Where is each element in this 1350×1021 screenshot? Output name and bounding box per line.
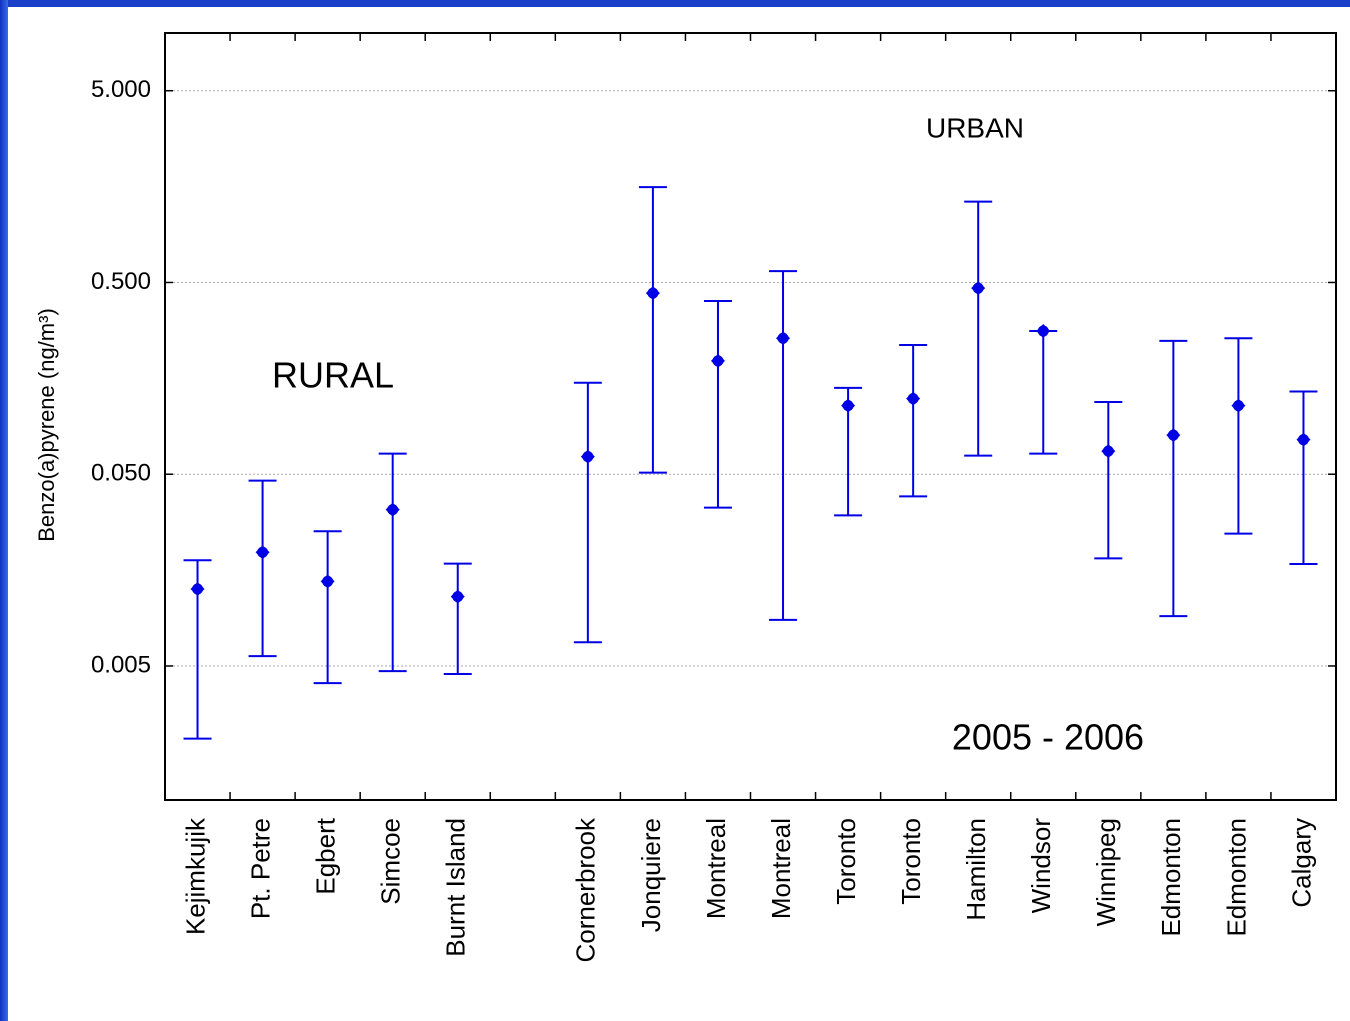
x-tick-label: Edmonton: [1156, 818, 1186, 937]
x-tick-label: Edmonton: [1221, 818, 1251, 937]
point-core: [452, 591, 464, 603]
x-tick-label: Kejimkujik: [180, 817, 210, 935]
x-tick-label: Calgary: [1286, 818, 1316, 908]
point-core: [1167, 429, 1179, 441]
x-tick-label: Cornerbrook: [571, 817, 601, 963]
x-tick-label: Hamilton: [961, 818, 991, 921]
y-tick-label: 5.000: [91, 76, 151, 103]
point-core: [972, 282, 984, 294]
x-tick-label: Simcoe: [376, 818, 406, 905]
point-core: [387, 504, 399, 516]
point-core: [322, 575, 334, 587]
point-core: [1297, 434, 1309, 446]
x-tick-label: Windsor: [1026, 818, 1056, 914]
point-core: [192, 583, 204, 595]
x-tick-label: Montreal: [766, 818, 796, 919]
point-core: [582, 451, 594, 463]
point-core: [842, 400, 854, 412]
plot-frame: [164, 32, 1337, 801]
x-tick-label: Montreal: [701, 818, 731, 919]
point-core: [1102, 445, 1114, 457]
point-core: [1232, 400, 1244, 412]
x-tick-label: Toronto: [896, 818, 926, 905]
frame-top: [0, 0, 1350, 7]
point-core: [907, 393, 919, 405]
x-tick-label: Egbert: [311, 817, 341, 894]
y-axis-label: Benzo(a)pyrene (ng/m³): [34, 308, 59, 542]
y-tick-label: 0.500: [91, 268, 151, 295]
x-tick-label: Toronto: [831, 818, 861, 905]
annotation: URBAN: [926, 112, 1024, 143]
x-tick-label: Pt. Petre: [245, 818, 275, 919]
point-core: [647, 287, 659, 299]
point-core: [257, 546, 269, 558]
point-core: [777, 332, 789, 344]
annotation: 2005 - 2006: [952, 717, 1144, 758]
y-tick-label: 0.050: [91, 460, 151, 487]
x-tick-label: Burnt Island: [441, 818, 471, 957]
point-core: [712, 355, 724, 367]
point-core: [1037, 325, 1049, 337]
annotation: RURAL: [272, 355, 394, 396]
x-tick-label: Winnipeg: [1091, 818, 1121, 926]
y-tick-label: 0.005: [91, 651, 151, 678]
frame-left: [0, 0, 8, 1021]
x-tick-label: Jonquiere: [636, 818, 666, 932]
